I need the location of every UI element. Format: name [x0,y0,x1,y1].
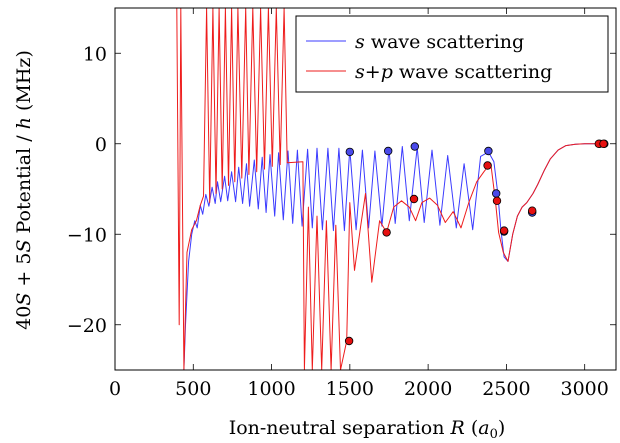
red-marker-0 [344,336,354,346]
red-marker-3 [483,161,492,170]
x-tick-label-3: 1500 [326,378,374,400]
x-axis-title: Ion-neutral separation R (a0) [229,417,506,442]
legend-box [295,15,609,93]
y-axis-title: 40S + 5S Potential / h (MHz) [13,50,35,330]
x-tick-label-6: 3000 [561,378,609,400]
series-line-sp-wave [176,8,604,370]
blue-marker-3 [484,146,493,156]
x-tick-label-1: 500 [175,378,211,400]
blue-marker-1 [384,146,393,156]
plot-frame [114,7,617,371]
y-tick-label-2: 0 [95,134,107,156]
blue-marker-0 [345,147,354,157]
blue-marker-2 [410,142,419,151]
blue-marker-4 [492,189,501,198]
marker-layer [344,139,609,346]
legend-label-sp-wave: s+p wave scattering [355,61,552,83]
series-layer [176,8,604,370]
legend-label-s-wave: s wave scattering [355,31,524,53]
tick-layer: 0 500 1000 1500 2000 2500 3000 −20 −10 0 10 [67,8,616,400]
legend: s wave scattering s+p wave scattering [295,15,609,93]
y-tick-label-3: 10 [83,43,107,65]
x-tick-label-5: 2500 [482,378,530,400]
red-marker-4 [492,196,502,205]
x-tick-label-2: 1000 [247,378,295,400]
red-marker-6 [528,206,537,215]
y-tick-label-1: −10 [67,224,107,246]
y-tick-label-0: −20 [67,315,107,337]
red-marker-8 [599,139,608,148]
red-marker-1 [382,228,391,237]
x-tick-label-0: 0 [109,378,121,400]
red-marker-5 [499,226,509,235]
x-tick-label-4: 2000 [404,378,452,400]
red-marker-2 [409,194,419,204]
